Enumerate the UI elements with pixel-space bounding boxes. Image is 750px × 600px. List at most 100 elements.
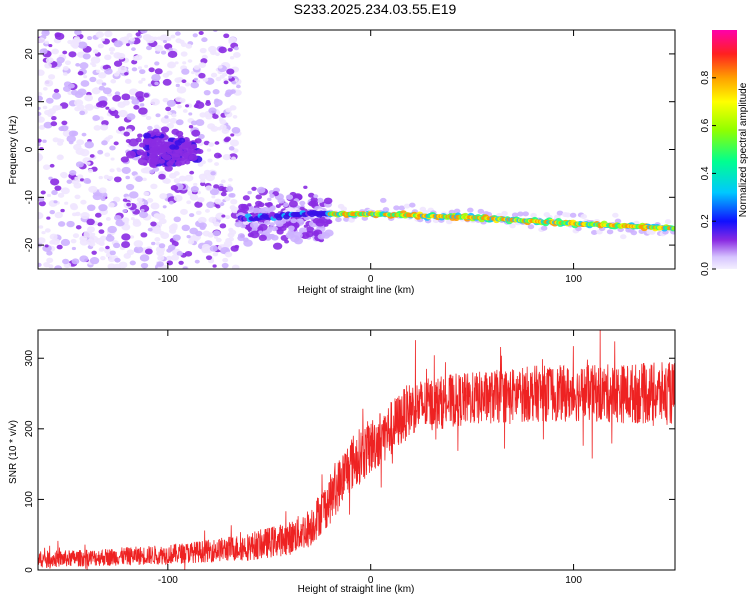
- spectrogram-cell: [87, 168, 94, 173]
- spectrogram-cell: [83, 177, 91, 184]
- spectrogram-cell: [98, 229, 105, 234]
- spectrogram-cell: [125, 43, 130, 47]
- spectrogram-cell: [540, 225, 548, 231]
- spectrogram-cell: [89, 257, 100, 265]
- spectrogram-cell: [89, 241, 96, 247]
- spectrogram-cell: [148, 67, 155, 73]
- spectrogram-cell: [71, 212, 77, 217]
- spectrogram-cell: [398, 205, 405, 211]
- spectrogram-cell: [220, 179, 226, 184]
- spectrogram-cell: [54, 185, 62, 191]
- spectrogram-cell: [60, 125, 69, 132]
- spectrogram-cell: [44, 79, 54, 87]
- spectrogram-cell: [51, 48, 59, 55]
- spectrogram-cell: [60, 208, 65, 213]
- spectrogram-cell: [49, 209, 56, 215]
- spectrogram-xlabel: Height of straight line (km): [298, 285, 415, 296]
- spectrogram-cell: [138, 80, 143, 84]
- spectrogram-cell: [121, 93, 131, 101]
- spectrogram-cell: [275, 204, 281, 209]
- spectrogram-cell: [630, 230, 638, 236]
- spectrogram-cell: [43, 262, 51, 268]
- spectrogram-cell: [74, 176, 79, 180]
- spectrogram-cell: [246, 226, 253, 232]
- spectrogram-cell: [162, 40, 167, 44]
- spectrogram-cell: [126, 33, 133, 38]
- spectrogram-cell: [228, 178, 233, 182]
- spectrogram-cell: [48, 108, 56, 115]
- spectrogram-cell: [105, 234, 115, 242]
- spectrogram-cell: [204, 209, 210, 213]
- spectrogram-cell: [38, 111, 42, 117]
- spectrogram-cell: [170, 223, 178, 229]
- spectrogram-cell: [230, 89, 236, 94]
- spectrogram-cell: [38, 196, 45, 202]
- spectrogram-cell: [205, 255, 213, 261]
- spectrogram-cell: [62, 66, 69, 71]
- spectrogram-cell: [195, 230, 203, 237]
- spectrogram-cell: [151, 73, 161, 82]
- spectrogram-cell: [68, 51, 77, 58]
- spectrogram-cell: [95, 69, 101, 74]
- spectrogram-cell: [113, 72, 120, 77]
- spectrogram-cell: [564, 212, 572, 218]
- spectrogram-cell: [97, 222, 103, 227]
- spectrogram-cell: [50, 178, 60, 186]
- spectrogram-cell: [128, 138, 139, 147]
- spectrogram-cell: [255, 194, 262, 200]
- spectrogram-cell: [277, 197, 285, 204]
- colorbar-axis: 0.0 0.2 0.4 0.6 0.8: [700, 70, 716, 276]
- spectrogram-cell: [45, 57, 54, 64]
- spectrogram-ytick-label: 0: [24, 146, 35, 152]
- spectrogram-cell: [269, 222, 275, 227]
- spectrogram-cell: [649, 229, 656, 235]
- spectrogram-cell: [229, 139, 240, 147]
- spectrogram-cell: [59, 139, 65, 143]
- spectrogram-cell: [129, 96, 135, 100]
- snr-xtick-label: 100: [565, 575, 582, 586]
- spectrogram-cell: [139, 103, 145, 107]
- spectrogram-cell: [317, 233, 326, 240]
- spectrogram-cell: [197, 216, 207, 224]
- spectrogram-cell: [97, 149, 104, 155]
- spectrogram-cell: [100, 38, 105, 42]
- spectrogram-cell: [190, 71, 196, 75]
- spectrogram-cell: [223, 33, 230, 39]
- spectrogram-cell: [209, 188, 220, 196]
- spectrogram-cell: [51, 190, 58, 196]
- spectrogram-cell: [118, 126, 126, 132]
- spectrogram-cell: [225, 107, 232, 113]
- spectrogram-cell: [194, 138, 202, 144]
- spectrogram-cell: [114, 257, 121, 263]
- spectrogram-cell: [173, 178, 181, 184]
- spectrogram-cell: [190, 81, 199, 89]
- snr-ytick-label: 100: [24, 491, 35, 508]
- spectrogram-cell: [104, 30, 113, 38]
- spectrogram-ytick-label: -20: [24, 237, 35, 252]
- spectrogram-cell: [279, 219, 287, 225]
- spectrogram-cell: [176, 86, 187, 94]
- spectrogram-cell: [38, 37, 46, 44]
- spectrogram-cell: [125, 150, 137, 159]
- spectrogram-cell: [186, 235, 191, 239]
- spectrogram-cell: [163, 154, 172, 161]
- spectrogram-cell: [38, 237, 46, 244]
- spectrogram-xtick-label: 0: [368, 274, 374, 285]
- spectrogram-cell: [93, 125, 101, 131]
- spectrogram-cell: [131, 98, 140, 105]
- spectrogram-cell: [60, 171, 68, 178]
- spectrogram-cell: [303, 185, 308, 189]
- spectrogram-cell: [208, 142, 215, 147]
- spectrogram-cell: [222, 154, 231, 161]
- spectrogram-cell: [135, 32, 141, 37]
- spectrogram-cell: [477, 208, 485, 214]
- spectrogram-cell: [135, 91, 145, 99]
- spectrogram-cell: [287, 207, 295, 213]
- spectrogram-cell: [285, 194, 294, 200]
- spectrogram-cell: [530, 212, 537, 218]
- spectrogram-cell: [606, 229, 614, 235]
- spectrogram-cell: [139, 211, 149, 219]
- spectrogram-cell: [38, 142, 41, 147]
- spectrogram-cell: [101, 140, 108, 146]
- spectrogram-cell: [196, 148, 204, 155]
